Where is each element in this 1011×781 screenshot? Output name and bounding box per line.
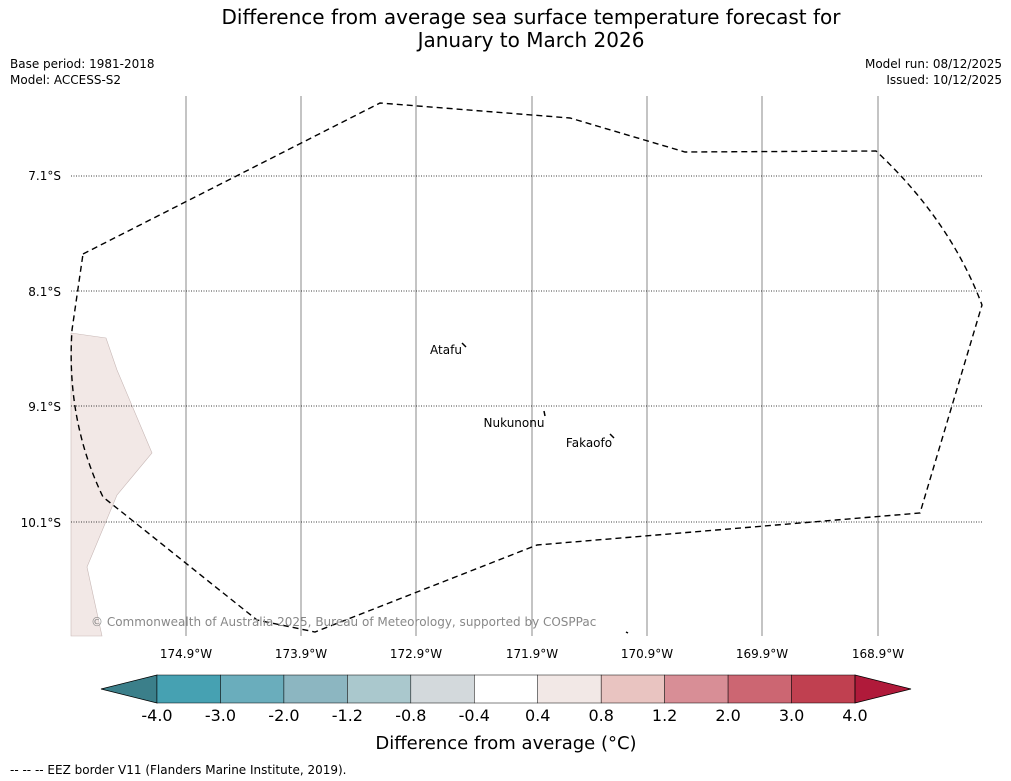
lat-label-8-1: 8.1°S	[28, 285, 61, 299]
issued-text: Issued: 10/12/2025	[886, 73, 1002, 87]
lon-label-173-9: 173.9°W	[275, 647, 327, 661]
colorbar-tick-label: 2.0	[715, 706, 740, 725]
model-text: Model: ACCESS-S2	[10, 73, 122, 87]
colorbar-tick-label: -3.0	[205, 706, 236, 725]
colorbar-segment	[537, 674, 602, 704]
longitude-gridlines	[185, 96, 879, 636]
colorbar-extend-low	[100, 674, 158, 704]
colorbar-segment	[664, 674, 729, 704]
colorbar-tick-label: 1.2	[652, 706, 677, 725]
colorbar-segment	[600, 674, 665, 704]
colorbar-title: Difference from average (°C)	[375, 733, 636, 754]
colorbar-segment	[410, 674, 475, 704]
fakaofo-atoll-outline	[609, 433, 615, 439]
colorbar-tick-label: -2.0	[268, 706, 299, 725]
colorbar-segment	[727, 674, 792, 704]
colorbar-tick-label: -4.0	[141, 706, 172, 725]
colorbar-extend-high	[854, 674, 912, 704]
colorbar-tick-label: -0.8	[395, 706, 426, 725]
base-period-text: Base period: 1981-2018	[10, 57, 155, 71]
colorbar	[100, 674, 912, 704]
meta-left: Base period: 1981-2018 Model: ACCESS-S2	[10, 56, 155, 88]
island-label-atafu: Atafu	[430, 343, 462, 357]
islands	[461, 342, 629, 634]
colorbar-tick-label: 3.0	[779, 706, 804, 725]
swains-island-outline	[625, 631, 629, 634]
lon-label-172-9: 172.9°W	[390, 647, 442, 661]
copyright-text: © Commonwealth of Australia 2025, Bureau…	[91, 615, 596, 629]
eez-footnote: -- -- -- EEZ border V11 (Flanders Marine…	[10, 763, 347, 777]
colorbar-segment	[791, 674, 856, 704]
lon-label-168-9: 168.9°W	[852, 647, 904, 661]
colorbar-tick-labels: -4.0 -3.0 -2.0 -1.2 -0.8 -0.4 0.4 0.8 1.2 2.0 3.0 4…	[141, 706, 867, 725]
colorbar-tick-label: -0.4	[459, 706, 490, 725]
lon-label-171-9: 171.9°W	[506, 647, 558, 661]
colorbar-segment	[283, 674, 348, 704]
latitude-gridlines	[71, 175, 982, 523]
meta-right: Model run: 08/12/2025 Issued: 10/12/2025	[865, 56, 1002, 88]
lat-label-7-1: 7.1°S	[28, 169, 61, 183]
lat-label-9-1: 9.1°S	[28, 400, 61, 414]
title-line-2: January to March 2026	[417, 28, 645, 52]
colorbar-segment	[220, 674, 285, 704]
nukunonu-atoll-outline	[543, 410, 546, 417]
island-label-nukunonu: Nukunonu	[484, 416, 545, 430]
lon-label-170-9: 170.9°W	[621, 647, 673, 661]
title-line-1: Difference from average sea surface temp…	[221, 5, 841, 29]
colorbar-tick-label: -1.2	[332, 706, 363, 725]
lon-label-174-9: 174.9°W	[160, 647, 212, 661]
anomaly-patch	[70, 332, 153, 637]
colorbar-segment	[347, 674, 412, 704]
colorbar-tick-label: 0.8	[588, 706, 613, 725]
lat-label-10-1: 10.1°S	[21, 516, 61, 530]
island-label-fakaofo: Fakaofo	[566, 436, 612, 450]
atafu-atoll-outline	[461, 342, 467, 348]
colorbar-tick-label: 0.4	[525, 706, 550, 725]
lon-label-169-9: 169.9°W	[736, 647, 788, 661]
colorbar-segment	[156, 674, 221, 704]
colorbar-tick-label: 4.0	[842, 706, 867, 725]
eez-border	[70, 102, 983, 633]
colorbar-segment	[474, 674, 538, 704]
model-run-text: Model run: 08/12/2025	[864, 57, 1002, 71]
chart-title: Difference from average sea surface temp…	[0, 6, 1011, 52]
